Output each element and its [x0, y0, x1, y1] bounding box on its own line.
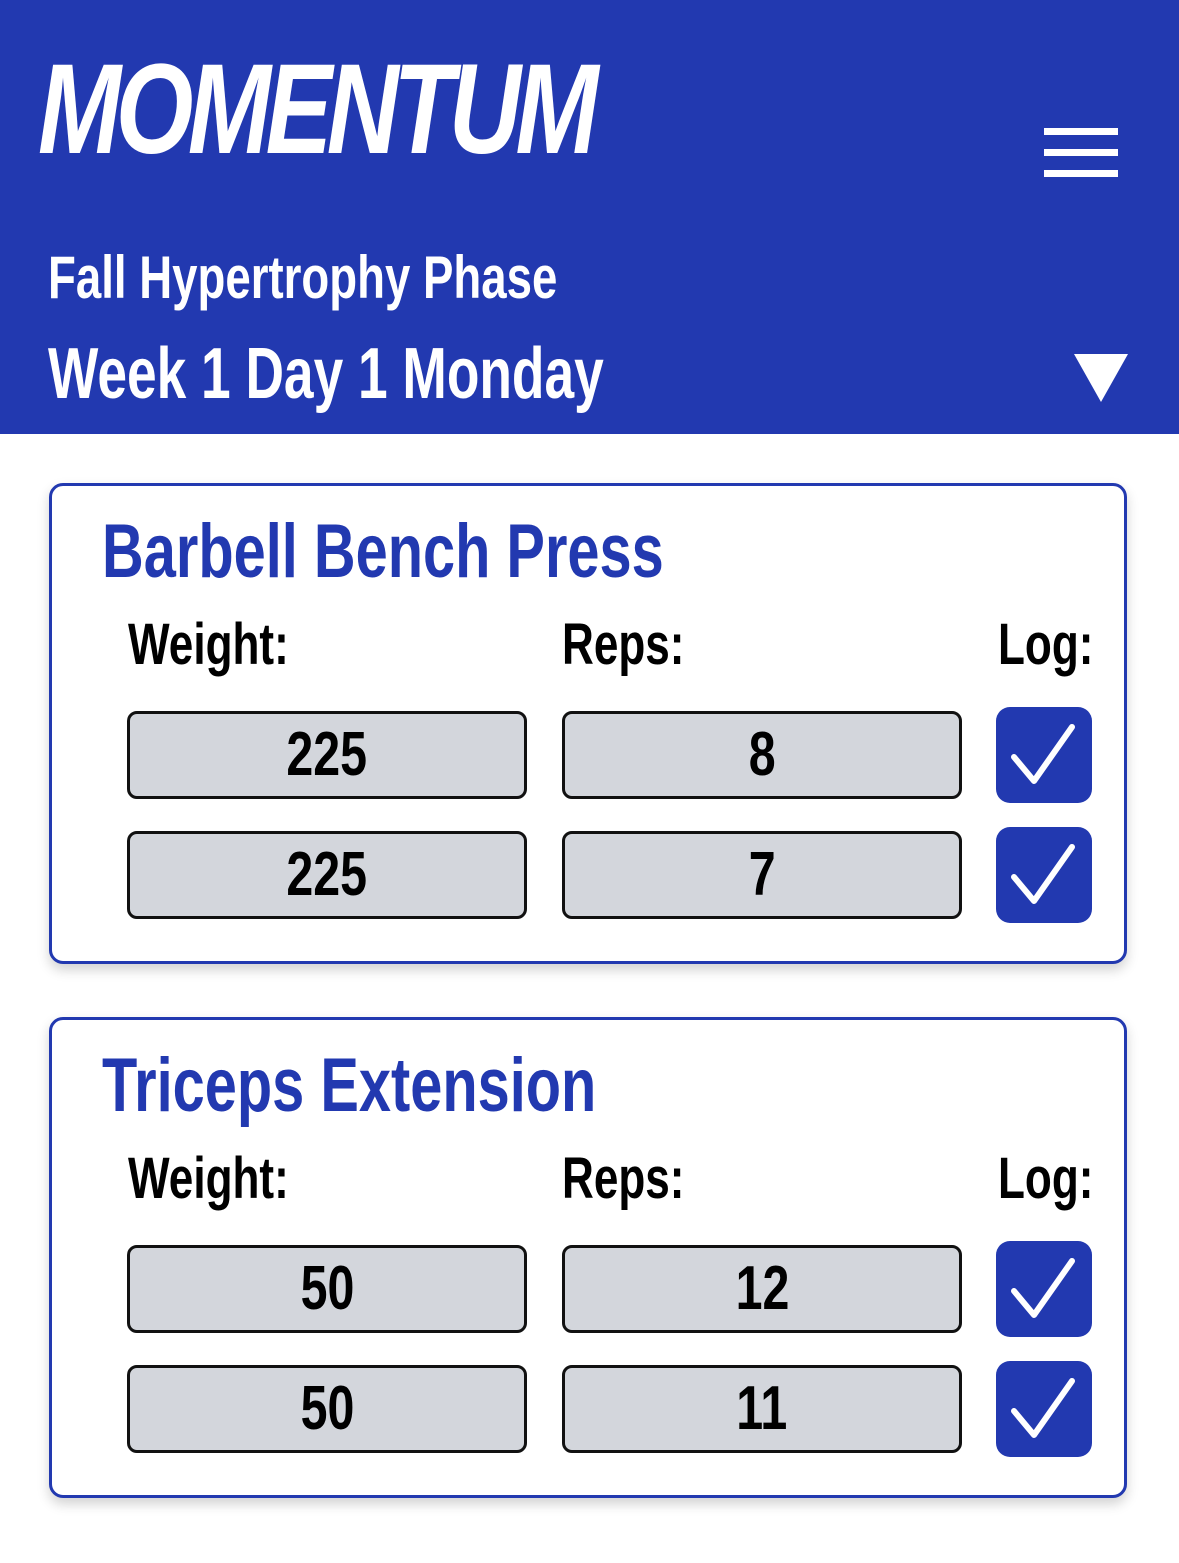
weight-input[interactable]: 50: [127, 1365, 527, 1453]
weight-value: 50: [300, 1254, 354, 1323]
reps-input[interactable]: 12: [562, 1245, 962, 1333]
exercise-card: Triceps Extension Weight: Reps: Log: 50 …: [49, 1017, 1127, 1498]
weight-input[interactable]: 225: [127, 711, 527, 799]
weight-column-label: Weight:: [128, 612, 289, 677]
log-column-label: Log:: [998, 612, 1094, 677]
reps-value: 12: [735, 1254, 789, 1323]
checkmark-icon: [1011, 1378, 1075, 1438]
day-selector[interactable]: Week 1 Day 1 Monday: [0, 330, 1179, 420]
program-name: Fall Hypertrophy Phase: [48, 244, 558, 311]
reps-input[interactable]: 7: [562, 831, 962, 919]
log-checkbox[interactable]: [996, 827, 1092, 923]
log-checkbox[interactable]: [996, 707, 1092, 803]
log-checkbox[interactable]: [996, 1361, 1092, 1457]
weight-value: 225: [286, 840, 368, 909]
triangle-down-icon: [1074, 354, 1128, 402]
exercise-title: Triceps Extension: [102, 1043, 597, 1128]
reps-column-label: Reps:: [562, 612, 685, 677]
app-logo: MOMENTUM: [38, 38, 599, 181]
weight-column-label: Weight:: [128, 1146, 289, 1211]
log-checkbox[interactable]: [996, 1241, 1092, 1337]
checkmark-icon: [1011, 844, 1075, 904]
reps-value: 11: [736, 1374, 788, 1443]
app-header: MOMENTUM Fall Hypertrophy Phase Week 1 D…: [0, 0, 1179, 434]
day-selector-label: Week 1 Day 1 Monday: [48, 334, 604, 414]
checkmark-icon: [1011, 724, 1075, 784]
reps-value: 7: [748, 840, 776, 909]
reps-value: 8: [748, 720, 776, 789]
checkmark-icon: [1011, 1258, 1075, 1318]
weight-value: 225: [286, 720, 368, 789]
exercise-card: Barbell Bench Press Weight: Reps: Log: 2…: [49, 483, 1127, 964]
weight-value: 50: [300, 1374, 354, 1443]
weight-input[interactable]: 50: [127, 1245, 527, 1333]
reps-input[interactable]: 11: [562, 1365, 962, 1453]
log-column-label: Log:: [998, 1146, 1094, 1211]
reps-input[interactable]: 8: [562, 711, 962, 799]
weight-input[interactable]: 225: [127, 831, 527, 919]
exercise-title: Barbell Bench Press: [102, 509, 664, 594]
reps-column-label: Reps:: [562, 1146, 685, 1211]
menu-button[interactable]: [1036, 120, 1126, 186]
